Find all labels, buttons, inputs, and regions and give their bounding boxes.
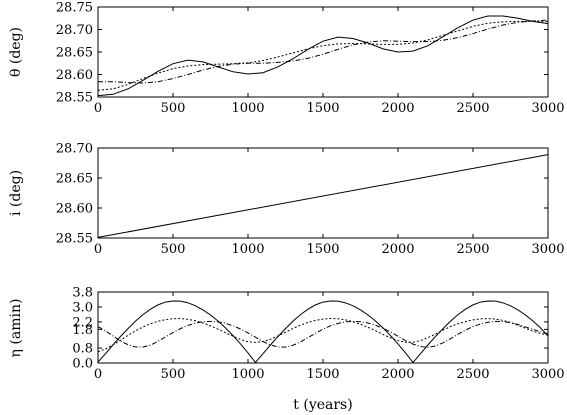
eta-y-tick-label: 0.8 [72,342,93,357]
theta-y-tick-label: 28.70 [56,23,93,38]
inclination-y-tick-label: 28.60 [56,202,93,217]
eta-y-tick-label: 3.0 [72,300,93,315]
inclination-y-tick-label: 28.65 [56,172,93,187]
theta-y-tick-label: 28.75 [56,1,93,16]
inclination-x-tick-label: 0 [94,242,102,257]
x-axis-label: t (years) [293,397,352,413]
eta-x-tick-label: 1000 [231,367,264,382]
eta-series-dashed-line [97,320,549,348]
theta-y-tick-label: 28.65 [56,46,93,61]
theta-tick-group: 0 500 1000 1500 2000 2500 3000 28.55 28.60 28.65 2… [56,1,565,117]
eta-plot-frame [97,291,549,364]
eta-y-axis-label: η (amin) [8,299,24,358]
eta-y-tick-label: 1.8 [72,323,93,338]
eta-x-tick-label: 2000 [381,367,414,382]
theta-y-axis-label: θ (deg) [8,27,24,77]
theta-x-tick-label: 1000 [231,101,264,116]
inclination-x-tick-label: 2500 [456,242,489,257]
theta-series-group [97,15,549,97]
eta-tick-group: 0 500 1000 1500 2000 2500 3000 0.00.8 1.82.23.03… [72,286,564,383]
eta-y-tick-label: 2.2 [72,315,93,330]
eta-y-tick-label: 3.8 [72,286,93,301]
eta-series-group [97,300,549,364]
theta-plot-frame [97,6,549,98]
eta-y-tick-label: 0.0 [72,357,93,372]
inclination-x-tick-label: 1000 [231,242,264,257]
inclination-y-tick-label: 28.70 [56,142,93,157]
eta-x-tick-label: 3000 [531,367,564,382]
theta-x-tick-label: 0 [94,101,102,116]
theta-x-tick-label: 1500 [306,101,339,116]
eta-panel: 0 500 1000 1500 2000 2500 3000 0.00.8 1.82.23.03… [8,286,565,414]
inclination-x-tick-label: 500 [161,242,186,257]
eta-x-tick-label: 500 [161,367,186,382]
inclination-y-tick-label: 28.55 [56,232,93,247]
eta-series-dotted-line [97,318,549,353]
theta-x-tick-label: 2000 [381,101,414,116]
inclination-x-tick-label: 1500 [306,242,339,257]
inclination-y-axis-label: i (deg) [8,170,24,216]
theta-panel: 0 500 1000 1500 2000 2500 3000 28.55 28.60 28.65 2… [8,1,565,117]
theta-series-dashed-line [98,19,549,84]
inclination-series-group [97,154,549,238]
theta-x-tick-label: 2500 [456,101,489,116]
inclination-x-tick-label: 2000 [381,242,414,257]
inclination-panel: 0 500 1000 1500 2000 2500 3000 28.55 28.60 28.65 2… [8,142,565,258]
theta-x-tick-label: 3000 [531,101,564,116]
eta-x-tick-label: 2500 [456,367,489,382]
inclination-x-tick-label: 3000 [531,242,564,257]
theta-series-solid-line [97,15,549,97]
theta-y-tick-label: 28.55 [56,91,93,106]
inclination-tick-group: 0 500 1000 1500 2000 2500 3000 28.55 28.60 28.65 2… [56,142,565,258]
eta-x-tick-label: 0 [94,367,102,382]
eta-x-tick-label: 1500 [306,367,339,382]
inclination-series-solid-line [97,154,549,238]
theta-y-tick-label: 28.60 [56,68,93,83]
eta-series-solid-line [97,300,549,364]
theta-x-tick-label: 500 [161,101,186,116]
